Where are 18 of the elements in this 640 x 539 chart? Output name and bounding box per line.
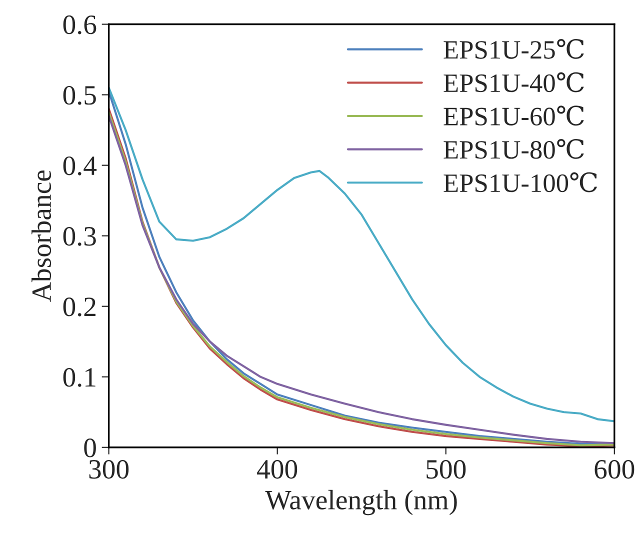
y-tick-label: 0.6 [63, 15, 96, 34]
legend-label: EPS1U-40℃ [444, 72, 584, 92]
y-tick-label: 0 [84, 438, 96, 458]
x-tick-label: 300 [89, 460, 129, 479]
x-tick-label: 600 [594, 460, 634, 479]
y-tick-label: 0.5 [63, 86, 96, 105]
y-tick-label: 0.2 [63, 297, 96, 316]
y-tick-label: 0.4 [63, 156, 97, 176]
legend-label: EPS1U-80℃ [444, 138, 584, 159]
x-tick-label: 400 [257, 460, 298, 479]
legend-label: EPS1U-60℃ [444, 106, 584, 126]
x-tick-label: 500 [426, 460, 466, 479]
y-axis-title: Absorbance [32, 170, 52, 302]
y-tick-label: 0.1 [63, 368, 96, 387]
x-axis-title: Wavelength (nm) [265, 490, 457, 516]
legend-label: EPS1U-100℃ [444, 172, 597, 192]
y-tick-label: 0.3 [63, 226, 96, 246]
legend-label: EPS1U-25℃ [444, 38, 584, 59]
